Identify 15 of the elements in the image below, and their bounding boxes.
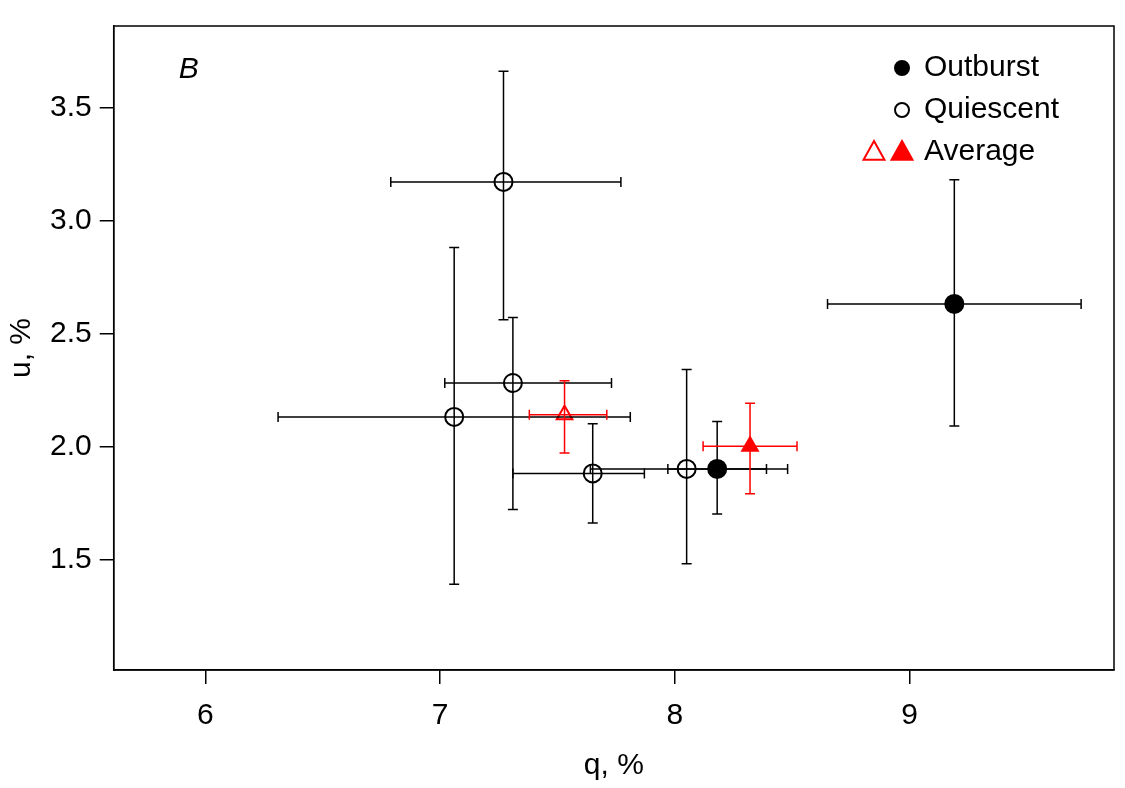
x-tick-label: 6 [196, 697, 214, 731]
y-tick-label: 2.5 [49, 314, 92, 348]
y-tick-label: 2.0 [49, 427, 92, 461]
y-tick-label: 3.5 [49, 88, 92, 122]
x-tick-label: 9 [901, 697, 919, 731]
legend-label: Average [924, 133, 1036, 167]
x-tick-label: 7 [431, 697, 449, 731]
y-tick-label: 1.5 [49, 540, 92, 574]
y-axis-title: u, % [3, 317, 37, 379]
annotation: B [178, 51, 199, 85]
y-tick-label: 3.0 [49, 201, 92, 235]
legend-label: Outburst [924, 49, 1040, 83]
legend-label: Quiescent [924, 91, 1060, 125]
x-axis-title: q, % [583, 747, 644, 781]
x-tick-label: 8 [666, 697, 684, 731]
